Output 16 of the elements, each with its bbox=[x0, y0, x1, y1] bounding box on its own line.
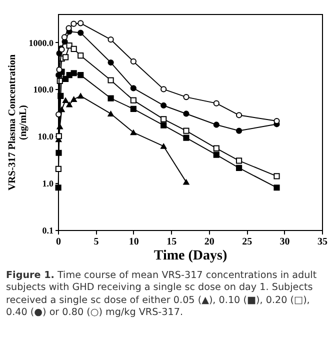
y-tick-label: 1000.0 bbox=[28, 38, 54, 48]
x-axis-title: Time (Days) bbox=[154, 248, 228, 264]
x-tick-label: 30 bbox=[280, 236, 290, 248]
y-axis-title: VRS-317 Plasma Concentration (ng/mL) bbox=[6, 54, 29, 191]
x-tick-label: 10 bbox=[128, 236, 139, 248]
x-tick-label: 35 bbox=[318, 236, 328, 248]
x-tick-label: 15 bbox=[166, 236, 177, 248]
y-tick-label: 0.1 bbox=[42, 226, 54, 236]
x-tick-label: 0 bbox=[56, 236, 61, 248]
y-tick-label: 1.0 bbox=[42, 178, 54, 189]
caption: Figure 1. Time course of mean VRS-317 concentrations in adult subjects with GHD receiving a single sc dose on day 1. Subjects received a single sc dose of either 0.05 (▲), 0.10 (■), 0.20 (□), 0.40 (●) or 0.80 (○) mg/kg VRS-317. bbox=[6, 270, 317, 318]
x-tick-label: 5 bbox=[94, 236, 99, 248]
x-tick-label: 20 bbox=[204, 236, 214, 248]
x-tick-label: 25 bbox=[242, 236, 252, 248]
y-tick-label: 100.0 bbox=[33, 84, 54, 95]
y-tick-label: 10.0 bbox=[38, 132, 54, 142]
